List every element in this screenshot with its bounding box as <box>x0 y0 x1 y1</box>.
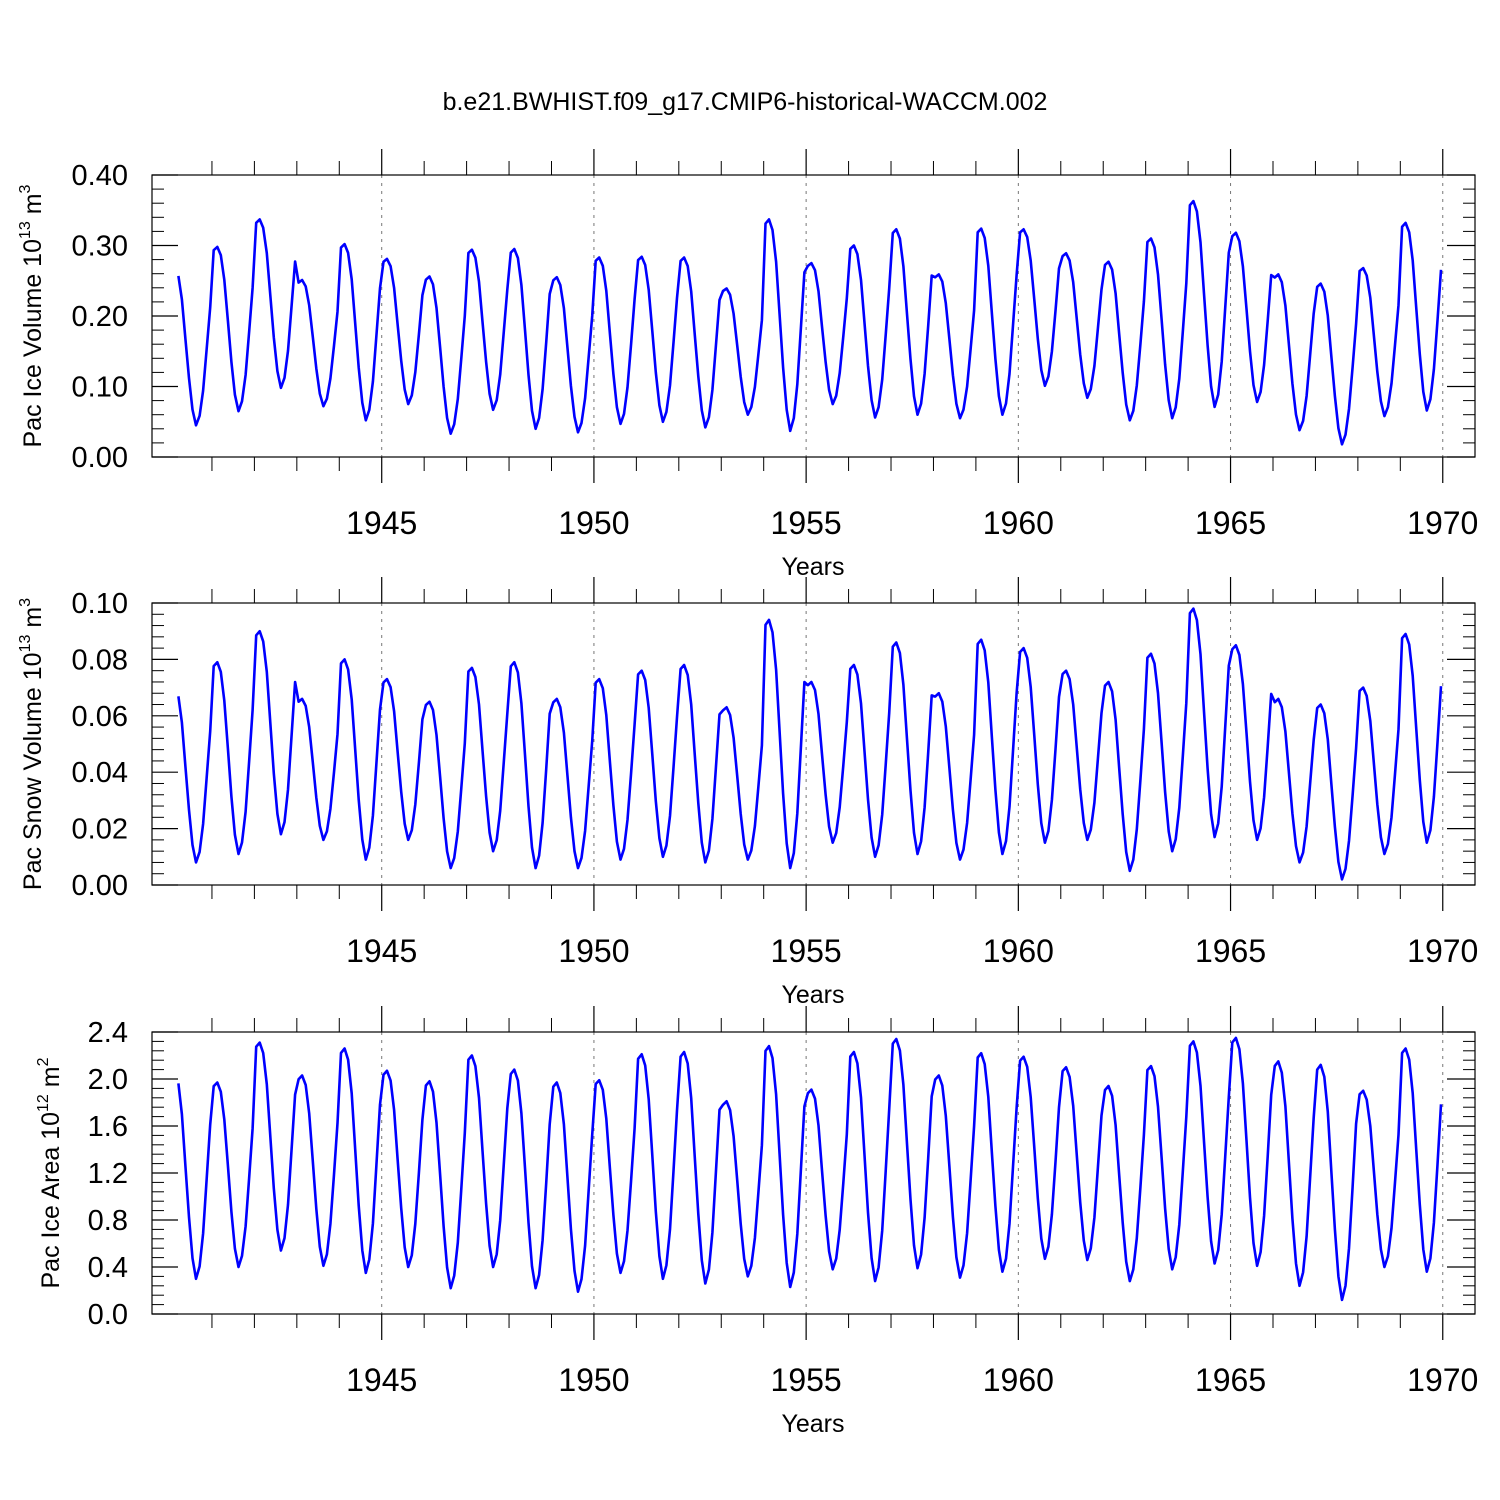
xtick-label: 1955 <box>771 505 842 541</box>
ytick-label: 0.02 <box>72 814 128 846</box>
y-axis-label: Pac Snow Volume 1013 m3 <box>17 598 47 890</box>
ytick-label: 0.40 <box>72 160 128 192</box>
ytick-label: 0.4 <box>88 1252 128 1284</box>
xtick-label: 1965 <box>1195 1362 1266 1398</box>
panel-ice-volume: 0.00 0.10 0.20 0.30 0.40 1945 1950 1955 1960 1965… <box>17 149 1478 581</box>
xtick-label: 1950 <box>558 1362 629 1398</box>
ytick-label: 0.30 <box>72 231 128 263</box>
ytick-label: 0.04 <box>72 757 128 789</box>
ytick-label: 0.20 <box>72 301 128 333</box>
xtick-label: 1950 <box>558 505 629 541</box>
plot-frame <box>151 174 1476 458</box>
ytick-label: 0.06 <box>72 701 128 733</box>
y-axis-label: Pac Ice Area 1012 m2 <box>35 1057 65 1288</box>
xtick-label: 1950 <box>558 933 629 969</box>
ytick-label: 1.6 <box>88 1111 128 1143</box>
ytick-label: 1.2 <box>88 1158 128 1190</box>
plot-frame <box>151 602 1476 886</box>
ytick-label: 0.08 <box>72 644 128 676</box>
panel-ice-area: 0.0 0.4 0.8 1.2 1.6 2.0 2.4 1945 1950 1955 1960 196… <box>35 1006 1478 1438</box>
ytick-label: 0.00 <box>72 870 128 902</box>
x-axis-label: Years <box>781 981 844 1009</box>
figure-title: b.e21.BWHIST.f09_g17.CMIP6-historical-WA… <box>443 88 1048 116</box>
x-axis-label: Years <box>781 1410 844 1438</box>
xtick-label: 1970 <box>1407 933 1478 969</box>
x-axis-label: Years <box>781 553 844 581</box>
xtick-label: 1955 <box>771 1362 842 1398</box>
ytick-label: 0.0 <box>88 1299 128 1331</box>
ytick-label: 0.00 <box>72 442 128 474</box>
ytick-label: 0.10 <box>72 372 128 404</box>
xtick-label: 1955 <box>771 933 842 969</box>
ytick-label: 2.0 <box>88 1064 128 1096</box>
ytick-label: 0.10 <box>72 588 128 620</box>
xtick-label: 1960 <box>983 1362 1054 1398</box>
xtick-label: 1960 <box>983 505 1054 541</box>
y-axis-label: Pac Ice Volume 1013 m3 <box>17 184 47 447</box>
xtick-label: 1970 <box>1407 1362 1478 1398</box>
xtick-label: 1945 <box>346 505 417 541</box>
ytick-label: 2.4 <box>88 1017 128 1049</box>
ytick-label: 0.8 <box>88 1205 128 1237</box>
xtick-label: 1970 <box>1407 505 1478 541</box>
xtick-label: 1960 <box>983 933 1054 969</box>
series-line <box>177 1036 1443 1302</box>
xtick-label: 1945 <box>346 1362 417 1398</box>
series-line <box>177 199 1443 446</box>
panel-snow-volume: 0.00 0.02 0.04 0.06 0.08 0.10 1945 1950 1955 1960… <box>17 577 1478 1009</box>
xtick-label: 1965 <box>1195 505 1266 541</box>
xtick-label: 1945 <box>346 933 417 969</box>
xtick-label: 1965 <box>1195 933 1266 969</box>
series-line <box>177 607 1443 881</box>
